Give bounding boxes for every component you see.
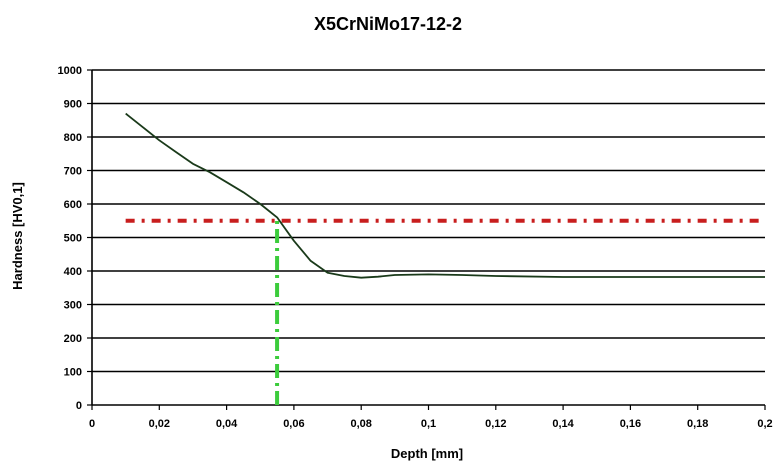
x-axis-label: Depth [mm] [391,446,463,461]
x-tick-label: 0 [89,418,95,430]
grid-layer [92,70,765,405]
y-tick-label: 100 [64,367,82,379]
y-tick-label: 600 [64,199,82,211]
x-tick-label: 0,12 [485,418,506,430]
y-tick-label: 300 [64,300,82,312]
y-tick-label: 500 [64,233,82,245]
x-tick-label: 0,08 [350,418,371,430]
y-tick-label: 900 [64,99,82,111]
y-tick-label: 400 [64,266,82,278]
y-tick-label: 800 [64,132,82,144]
y-tick-label: 1000 [58,65,82,77]
y-tick-label: 0 [76,400,82,412]
y-axis-label: Hardness [HV0,1] [10,182,25,290]
x-tick-label: 0,04 [216,418,238,430]
y-tick-label: 700 [64,166,82,178]
x-tick-label: 0,06 [283,418,304,430]
axis-layer [87,70,765,410]
y-tick-label: 200 [64,333,82,345]
x-tick-label: 0,14 [552,418,574,430]
series-layer [126,114,765,278]
x-tick-label: 0,1 [421,418,436,430]
reference-lines [126,221,765,405]
hardness-curve [126,114,765,278]
x-tick-label: 0,16 [620,418,641,430]
x-tick-label: 0,2 [757,418,772,430]
tick-labels: 0 100 200 300 400 500 600 700 800 900 1000 0 0,02 0,0… [58,65,773,430]
x-tick-label: 0,18 [687,418,708,430]
x-tick-label: 0,02 [149,418,170,430]
